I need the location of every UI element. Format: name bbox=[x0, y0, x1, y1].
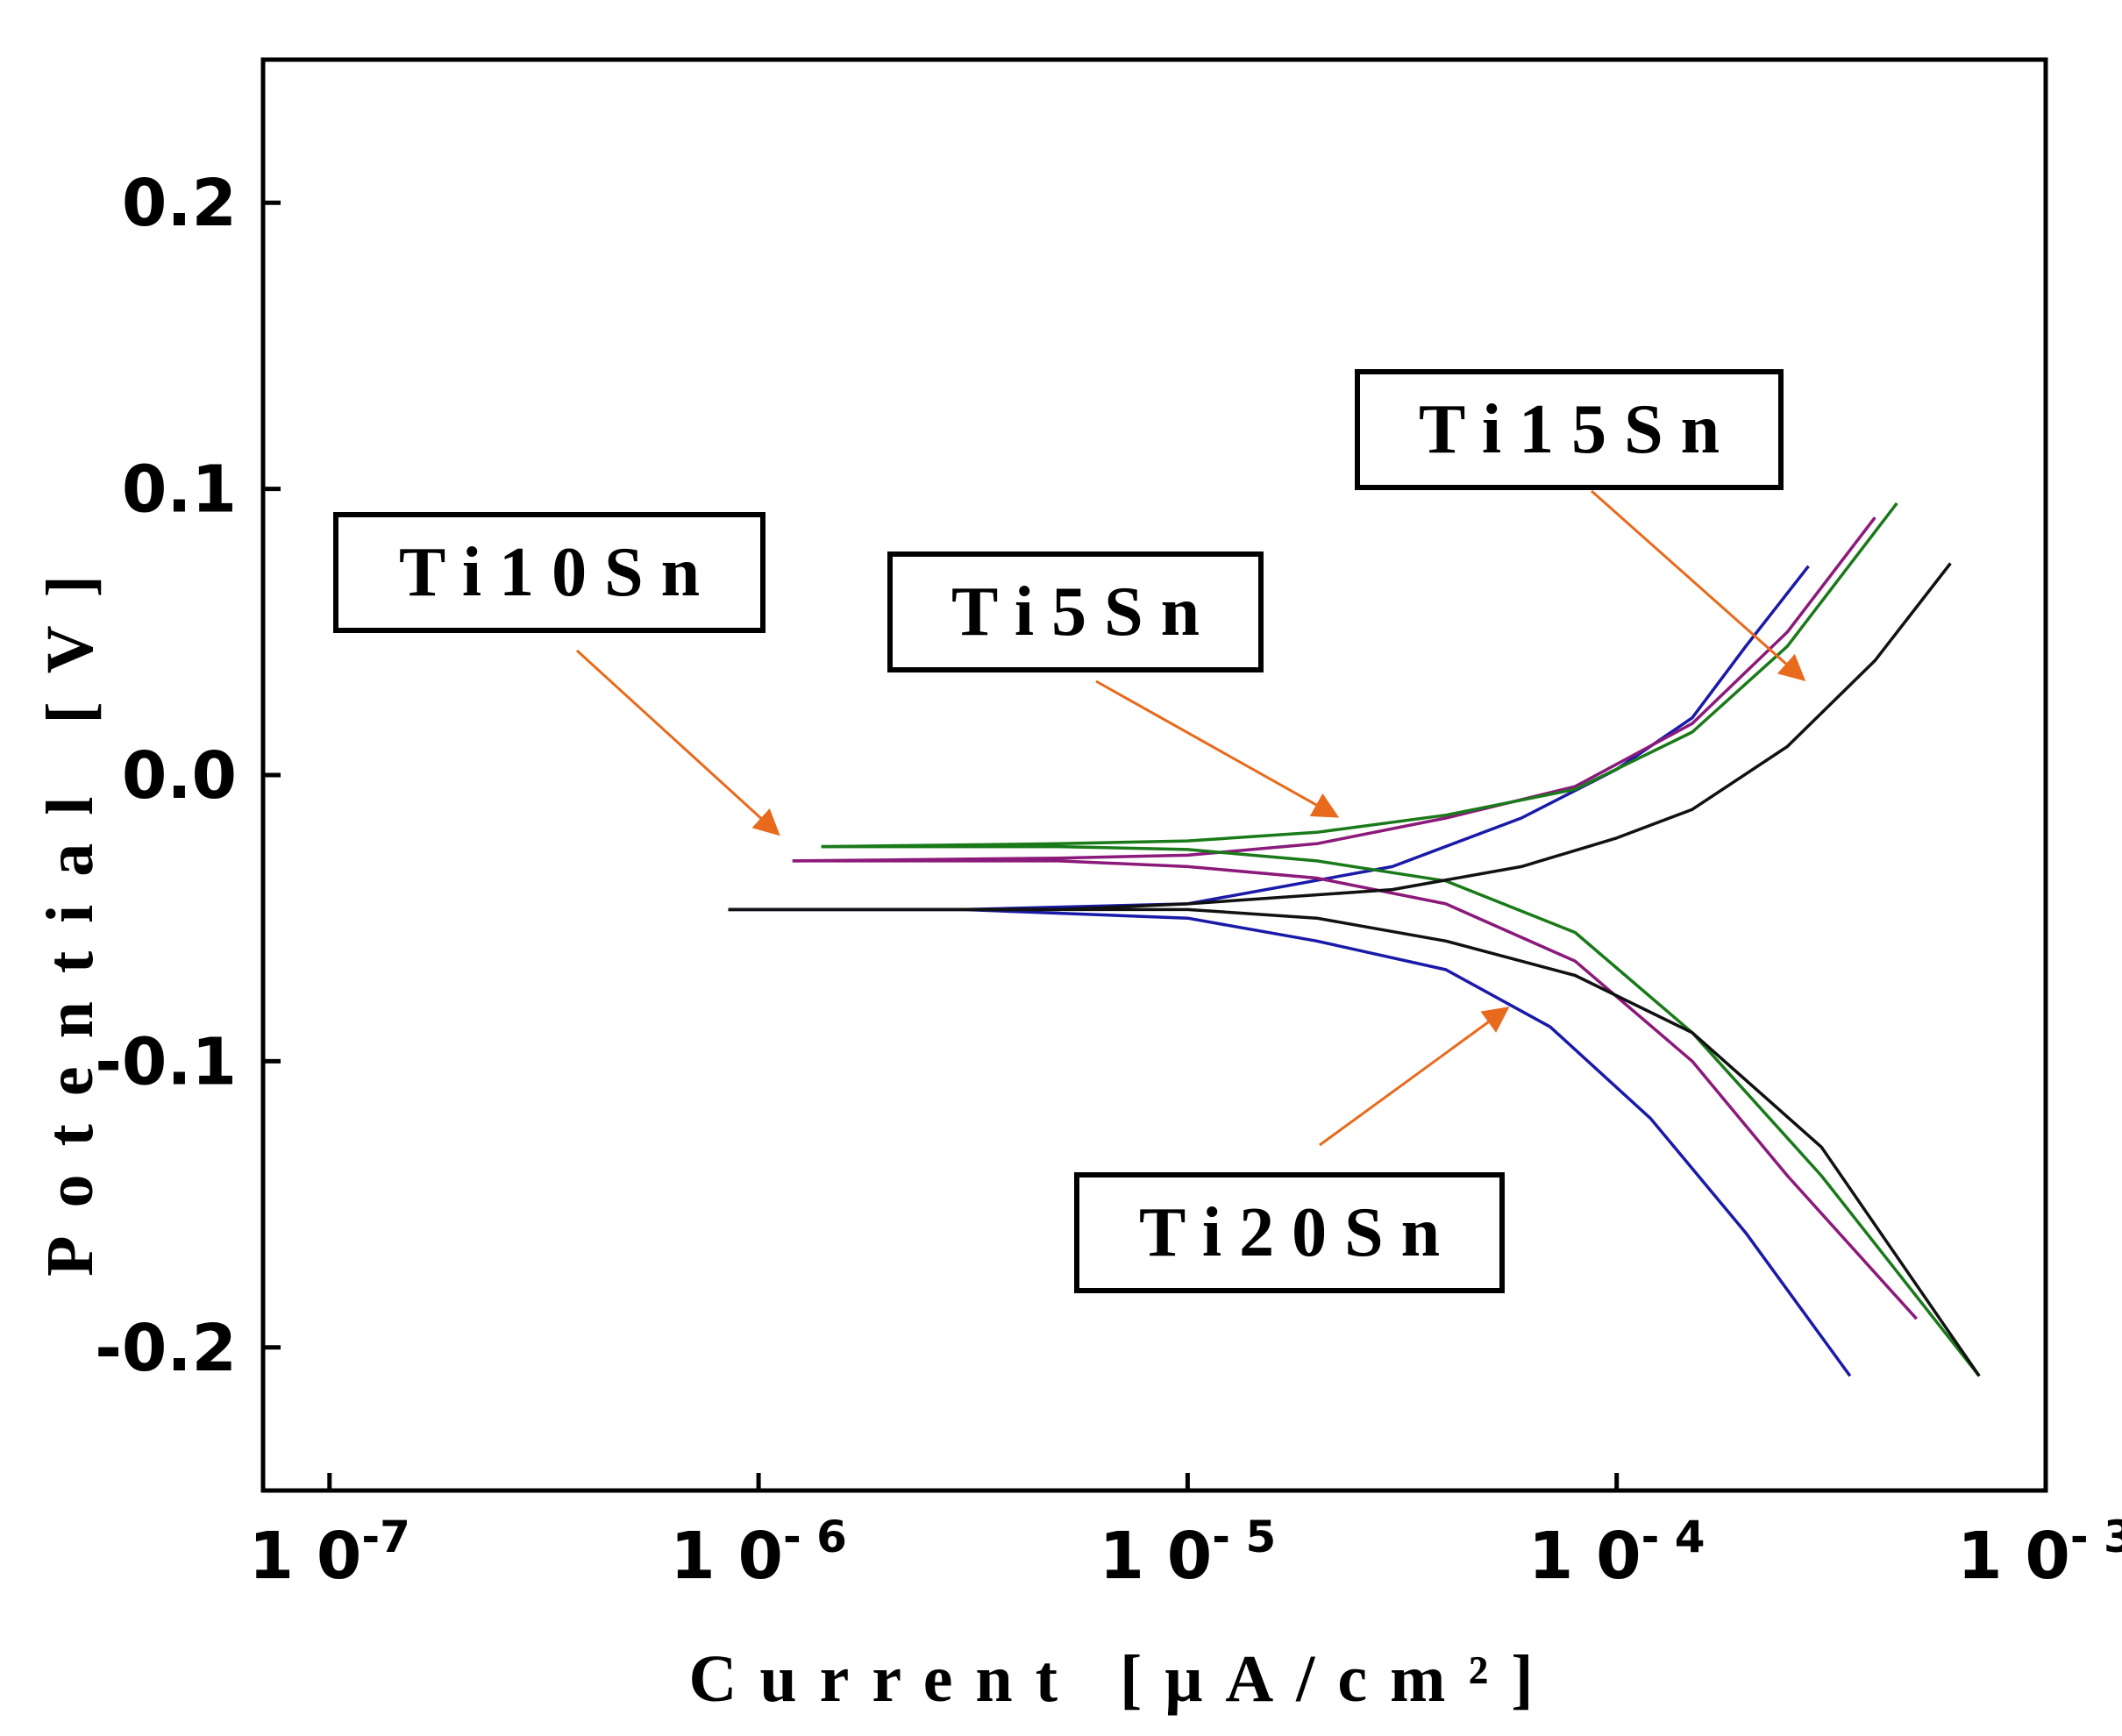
annotation-arrow bbox=[1591, 489, 1806, 682]
series-0-anodic-curve bbox=[728, 565, 1810, 912]
annotation-label: T i 1 0 S n bbox=[399, 534, 700, 611]
annotation-ti20sn: T i 2 0 S n bbox=[1074, 1007, 1510, 1293]
annotation-box bbox=[1355, 369, 1784, 490]
y-axis-title: Potential [V] bbox=[33, 547, 107, 1277]
y-tick-label: 0.2 bbox=[122, 166, 237, 241]
x-tick-label: 1 0-7 bbox=[249, 1512, 410, 1594]
x-tick-label: 1 0- 4 bbox=[1528, 1512, 1705, 1594]
annotation-label: T i 1 5 S n bbox=[1419, 391, 1720, 468]
series-0-cathodic-curve bbox=[728, 907, 1852, 1377]
series-1-cathodic-curve bbox=[792, 859, 1918, 1320]
annotation-label: T i 5 S n bbox=[951, 573, 1200, 651]
annotation-box bbox=[333, 512, 765, 633]
annotation-ti5sn: T i 5 S n bbox=[887, 551, 1340, 818]
series-2-cathodic-curve bbox=[821, 844, 1981, 1377]
annotation-arrow bbox=[1095, 679, 1340, 818]
y-tick-label: -0.1 bbox=[95, 1024, 237, 1099]
y-tick-label: 0.0 bbox=[122, 738, 237, 814]
annotation-arrow bbox=[575, 649, 780, 836]
x-tick-label: 1 0- 5 bbox=[1100, 1512, 1277, 1594]
annotation-box bbox=[1074, 1172, 1505, 1293]
x-tick-label: 1 0- 6 bbox=[670, 1512, 847, 1594]
annotation-ti10sn: T i 1 0 S n bbox=[333, 512, 780, 836]
series-3-anodic-curve bbox=[728, 562, 1952, 912]
y-tick-label: 0.1 bbox=[122, 452, 237, 528]
series-2-anodic-curve bbox=[821, 502, 1898, 849]
annotation-box bbox=[887, 551, 1264, 672]
x-tick-label: 1 0- 3 bbox=[1957, 1512, 2122, 1594]
series-3-cathodic-curve bbox=[728, 907, 1981, 1377]
annotation-label: T i 2 0 S n bbox=[1139, 1194, 1440, 1271]
series-1-anodic-curve bbox=[792, 516, 1876, 863]
y-tick-label: -0.2 bbox=[95, 1311, 237, 1386]
annotation-ti15sn: T i 1 5 S n bbox=[1355, 369, 1806, 682]
annotation-arrow bbox=[1319, 1007, 1510, 1147]
x-axis-title: Current [μA/cm²] bbox=[688, 1642, 1556, 1716]
